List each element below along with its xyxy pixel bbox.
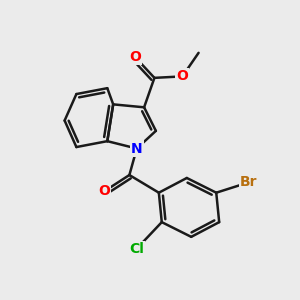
Text: Br: Br [240, 176, 257, 189]
Text: O: O [176, 69, 188, 83]
Text: Cl: Cl [129, 242, 144, 256]
Text: O: O [129, 50, 141, 64]
Text: N: N [131, 142, 142, 155]
Text: O: O [98, 184, 110, 198]
